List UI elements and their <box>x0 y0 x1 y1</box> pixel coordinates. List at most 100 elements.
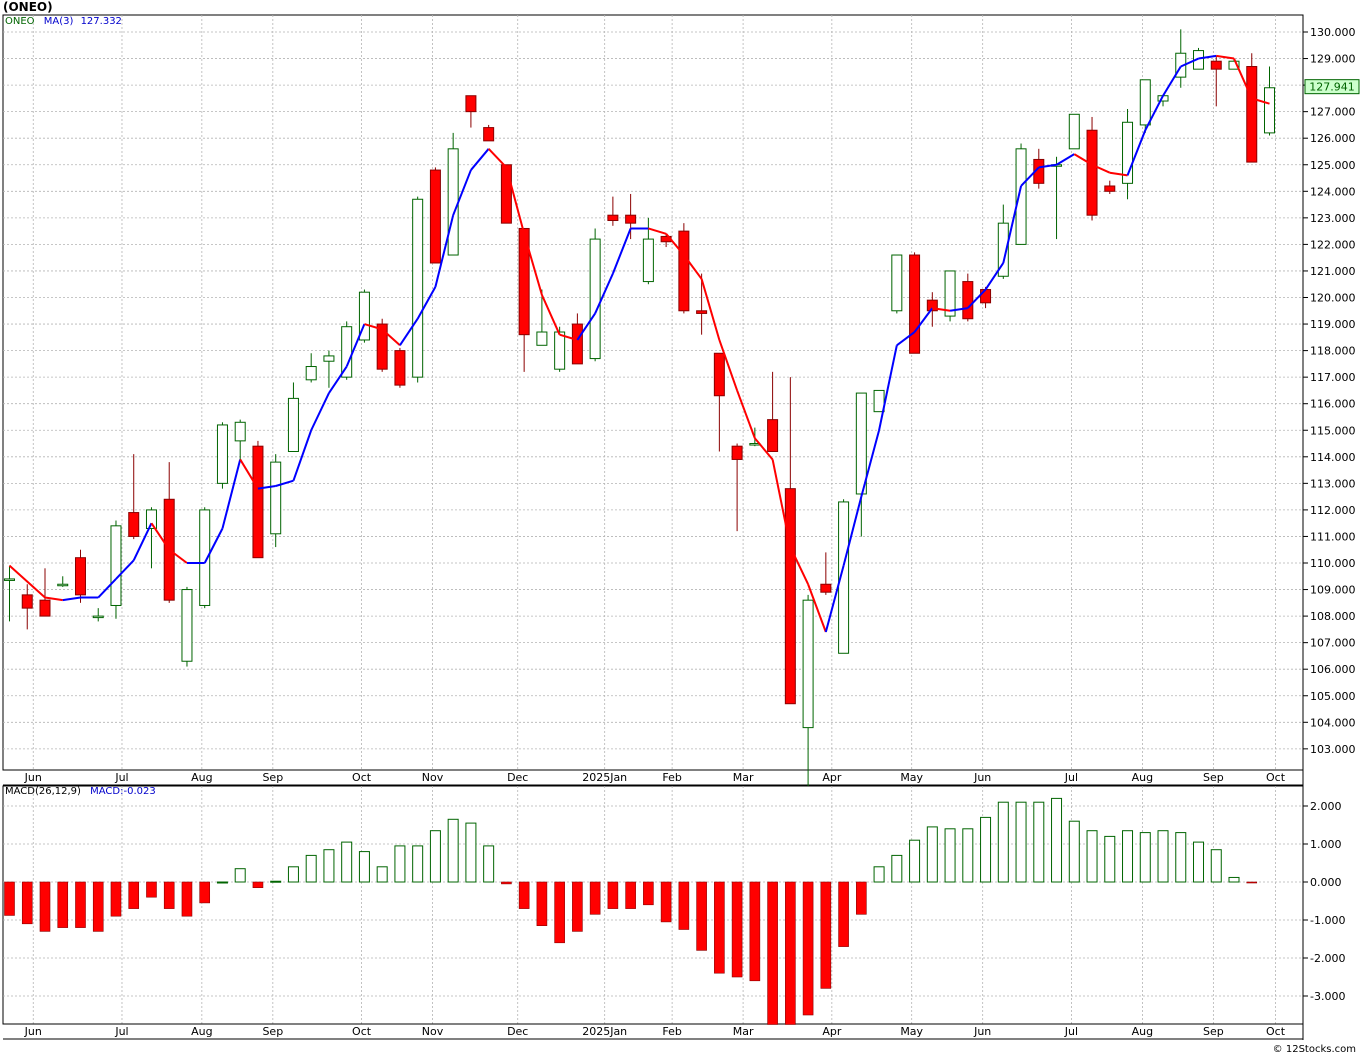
macd-bar <box>518 881 530 909</box>
ma-line-segment <box>381 328 401 347</box>
candle-body <box>873 389 885 413</box>
price-tick-label: 116.000 <box>1310 398 1356 411</box>
macd-bar <box>199 881 211 904</box>
candle-body <box>1068 113 1080 150</box>
ma-line-segment <box>505 167 526 235</box>
ma-line-segment <box>824 565 845 633</box>
macd-bar <box>944 828 956 883</box>
macd-bar <box>376 866 388 883</box>
ma-line-segment <box>648 227 667 235</box>
last-price-label: 127.941 <box>1309 81 1355 94</box>
macd-bar <box>1210 849 1222 883</box>
last-price-tag <box>1304 79 1360 95</box>
macd-bar <box>643 881 654 906</box>
ma-line-segment <box>523 233 543 296</box>
price-tick-label: 117.000 <box>1310 371 1356 384</box>
candle-body <box>855 392 867 495</box>
macd-bar <box>572 881 583 932</box>
candle-body <box>1210 60 1222 70</box>
candle-body <box>731 445 743 460</box>
macd-bar <box>625 881 636 909</box>
price-tick-label: 112.000 <box>1310 504 1356 517</box>
macd-bar <box>57 881 69 928</box>
macd-bar <box>1193 841 1205 883</box>
macd-bar <box>323 849 335 883</box>
x-tick-label: Jul <box>114 1025 128 1038</box>
candle-body <box>1264 87 1275 134</box>
ma-line-segment <box>683 254 703 280</box>
macd-bar <box>181 881 193 917</box>
macd-bar <box>252 881 264 888</box>
ma-line-segment <box>168 548 188 564</box>
x-tick-label: Jul <box>1064 771 1078 784</box>
candle-body <box>358 291 370 341</box>
candle-body <box>554 331 566 370</box>
x-tick-label: Oct <box>1266 1025 1286 1038</box>
price-tick-label: 114.000 <box>1310 451 1356 464</box>
price-tick-label: 104.000 <box>1310 716 1356 729</box>
candle-body <box>199 509 211 606</box>
ma-line-segment <box>932 307 951 312</box>
macd-bar <box>412 845 424 883</box>
x-tick-label: 2025Jan <box>582 1025 627 1038</box>
candle-body <box>110 525 122 606</box>
candle-body <box>128 512 140 537</box>
ma-line-segment <box>328 365 348 394</box>
price-tick-label: 120.000 <box>1310 292 1356 305</box>
candle-body <box>1246 66 1258 163</box>
x-tick-label: Aug <box>191 1025 212 1038</box>
macd-legend: MACD(26,12,9) MACD:-0.023 <box>5 786 156 797</box>
price-tick-label: 125.000 <box>1310 159 1356 172</box>
macd-bar <box>1068 820 1080 883</box>
candle-body <box>181 589 193 662</box>
price-tick-label: 109.000 <box>1310 584 1356 597</box>
macd-tick-label: -3.000 <box>1310 990 1345 1003</box>
macd-bar <box>856 881 867 915</box>
macd-bar <box>1228 876 1240 883</box>
candle-body <box>607 214 619 222</box>
x-tick-label: Aug <box>1132 1025 1153 1038</box>
macd-bar <box>216 881 228 884</box>
macd-bar <box>1086 830 1098 883</box>
candle-body <box>21 594 33 609</box>
candle-body <box>926 299 938 312</box>
macd-bar <box>128 881 140 909</box>
macd-tick-label: -2.000 <box>1310 952 1345 965</box>
price-tick-label: 126.000 <box>1310 132 1356 145</box>
price-panel-frame <box>2 14 1304 771</box>
price-tick-label: 123.000 <box>1310 212 1356 225</box>
macd-bar <box>501 881 512 885</box>
macd-bar <box>962 828 974 883</box>
ma-line-segment <box>878 345 898 431</box>
candle-body <box>447 148 459 256</box>
ma-line-segment <box>789 546 809 585</box>
candle-body <box>1015 148 1027 245</box>
macd-bar <box>820 881 832 989</box>
price-tick-label: 119.000 <box>1310 318 1356 331</box>
ma-line-segment <box>203 528 224 564</box>
candle-body <box>536 331 548 346</box>
ma-line-segment <box>1091 163 1111 174</box>
macd-bar <box>4 881 15 916</box>
ma-line-segment <box>700 278 721 341</box>
ma-line-segment <box>434 214 455 288</box>
macd-value: MACD:-0.023 <box>90 786 156 797</box>
ma-line-segment <box>1180 57 1199 68</box>
candle-body <box>287 397 299 452</box>
ma-line-segment <box>718 339 739 391</box>
macd-bar <box>802 881 814 1016</box>
macd-tick-label: 0.000 <box>1310 876 1342 889</box>
ma-line-segment <box>611 228 632 274</box>
ma-line-segment <box>150 522 171 551</box>
candle-body <box>1104 185 1116 192</box>
price-tick-label: 105.000 <box>1310 690 1356 703</box>
ma-line-segment <box>44 596 63 602</box>
ma-line-segment <box>1073 153 1093 166</box>
ma-label: MA(3) <box>43 16 74 27</box>
price-tick-label: 108.000 <box>1310 610 1356 623</box>
candle-body <box>92 615 104 619</box>
macd-bar <box>997 801 1009 883</box>
macd-bar <box>678 881 690 930</box>
ma-line-segment <box>594 273 614 314</box>
x-tick-label: Jul <box>114 771 128 784</box>
